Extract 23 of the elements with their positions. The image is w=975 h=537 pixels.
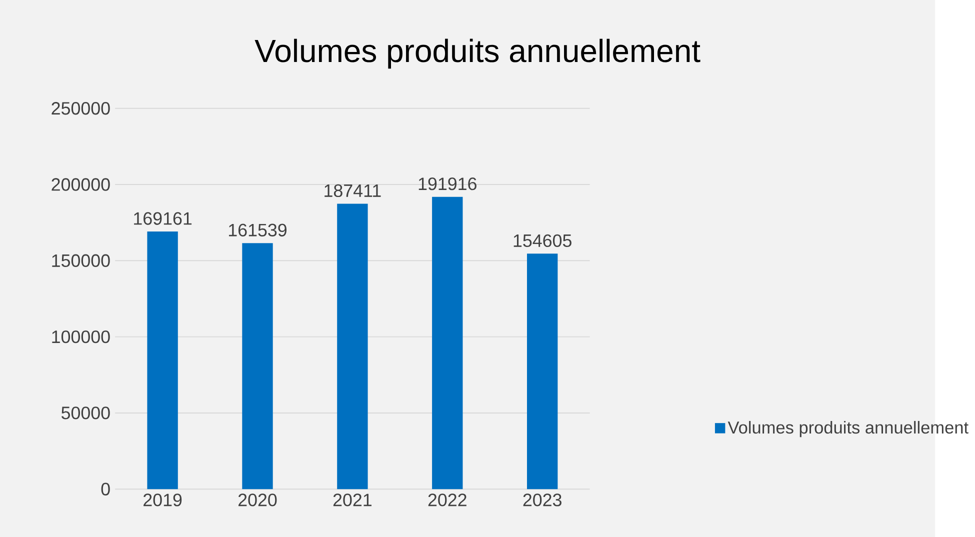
legend-label: Volumes produits annuellement: [728, 420, 968, 438]
y-tick-label: 250000: [52, 102, 110, 115]
y-tick-label: 200000: [52, 178, 110, 191]
x-tick-label: 2023: [523, 494, 562, 506]
chart-title: Volumes produits annuellement: [254, 38, 700, 69]
bar: [337, 204, 368, 490]
x-tick-label: 2019: [144, 494, 182, 506]
data-label: 154605: [514, 234, 572, 247]
bar: [432, 196, 463, 490]
y-tick-label: 150000: [52, 254, 110, 267]
x-tick-label: 2021: [333, 494, 372, 506]
bar: [242, 243, 273, 490]
data-label: 191916: [418, 177, 476, 190]
data-label: 187411: [324, 184, 381, 198]
y-tick-label: 100000: [52, 330, 110, 344]
x-tick-label: 2022: [428, 494, 466, 506]
y-tick-label: 0: [101, 482, 110, 496]
x-tick-label: 2020: [238, 494, 277, 506]
y-tick-label: 50000: [62, 406, 110, 420]
data-label: 161539: [228, 224, 287, 236]
bar: [147, 231, 178, 490]
data-label: 169161: [134, 212, 192, 225]
bar: [526, 254, 558, 490]
